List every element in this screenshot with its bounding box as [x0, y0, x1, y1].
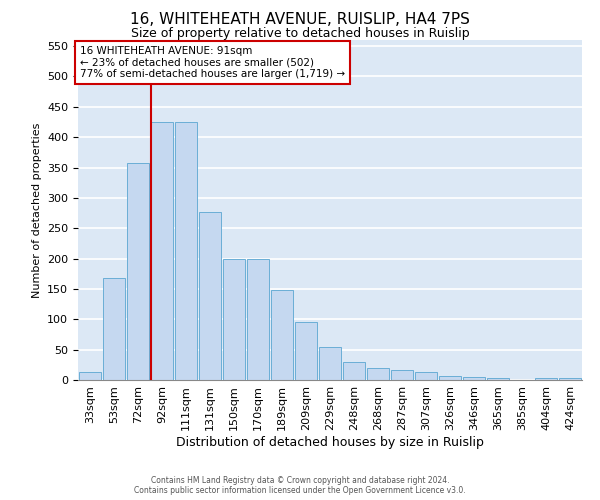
Text: Size of property relative to detached houses in Ruislip: Size of property relative to detached ho…: [131, 28, 469, 40]
Bar: [247, 258, 269, 380]
Bar: [103, 278, 125, 380]
Bar: [559, 378, 581, 380]
Bar: [79, 372, 101, 380]
Text: 16 WHITEHEATH AVENUE: 91sqm
← 23% of detached houses are smaller (502)
77% of se: 16 WHITEHEATH AVENUE: 91sqm ← 23% of det…: [80, 46, 345, 80]
Bar: [391, 370, 413, 380]
X-axis label: Distribution of detached houses by size in Ruislip: Distribution of detached houses by size …: [176, 436, 484, 448]
Bar: [319, 346, 341, 380]
Text: 16, WHITEHEATH AVENUE, RUISLIP, HA4 7PS: 16, WHITEHEATH AVENUE, RUISLIP, HA4 7PS: [130, 12, 470, 28]
Bar: [439, 376, 461, 380]
Bar: [295, 322, 317, 380]
Bar: [151, 122, 173, 380]
Bar: [535, 378, 557, 380]
Bar: [415, 372, 437, 380]
Bar: [223, 258, 245, 380]
Y-axis label: Number of detached properties: Number of detached properties: [32, 122, 41, 298]
Text: Contains HM Land Registry data © Crown copyright and database right 2024.
Contai: Contains HM Land Registry data © Crown c…: [134, 476, 466, 495]
Bar: [463, 377, 485, 380]
Bar: [343, 362, 365, 380]
Bar: [487, 378, 509, 380]
Bar: [175, 122, 197, 380]
Bar: [367, 368, 389, 380]
Bar: [271, 290, 293, 380]
Bar: [127, 163, 149, 380]
Bar: [199, 212, 221, 380]
